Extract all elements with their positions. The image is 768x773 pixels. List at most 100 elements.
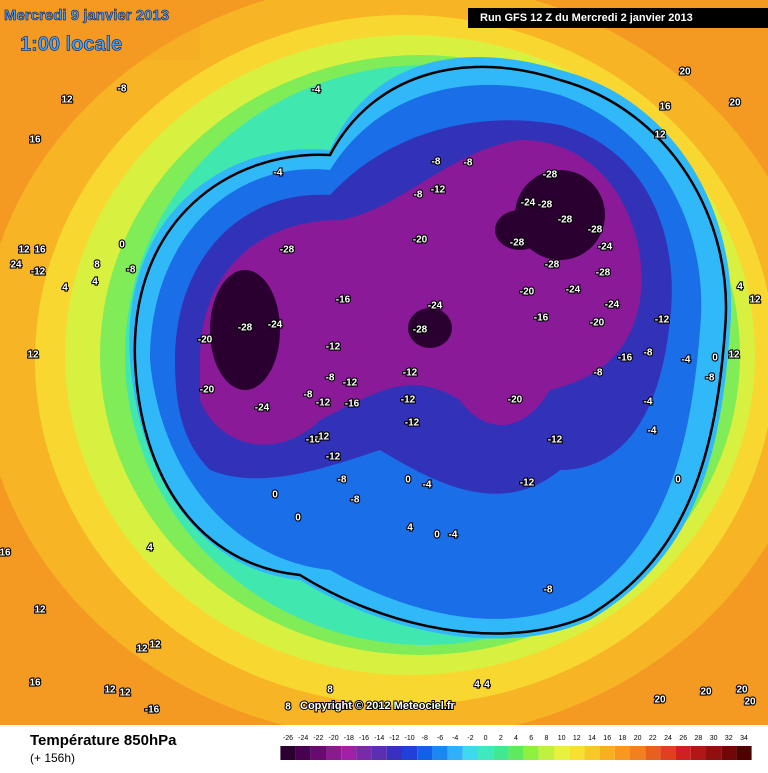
temp-label: -8 — [118, 84, 127, 95]
temp-label: -24 — [255, 403, 270, 414]
temp-label: -24 — [268, 320, 283, 331]
temp-label: -16 — [618, 353, 633, 364]
colorbar-swatch — [630, 746, 646, 760]
temp-label: 20 — [729, 98, 741, 109]
colorbar-swatch — [538, 746, 554, 760]
temp-label: -24 — [428, 301, 443, 312]
temp-label: 4 — [147, 543, 153, 554]
temp-label: 0 — [434, 530, 440, 541]
temp-label: -16 — [534, 313, 549, 324]
colorbar-swatch — [493, 746, 509, 760]
map — [0, 0, 768, 740]
colorbar-swatch — [584, 746, 600, 760]
copyright: Copyright © 2012 Meteociel.fr — [300, 700, 456, 712]
colorbar-swatch — [478, 746, 494, 760]
colorbar-swatch — [660, 746, 676, 760]
temp-label: -8 — [304, 390, 313, 401]
temp-label: -12 — [316, 398, 331, 409]
temp-label: -12 — [431, 185, 446, 196]
temp-label: 0 — [119, 240, 125, 251]
temp-label: -20 — [413, 235, 428, 246]
colorbar-label: -12 — [389, 735, 399, 742]
temp-label: 12 — [27, 350, 39, 361]
colorbar-label: -16 — [359, 735, 369, 742]
colorbar-label: 26 — [679, 735, 687, 742]
colorbar-label: -6 — [437, 735, 443, 742]
date: Mercredi 9 janvier 2013 — [4, 7, 169, 24]
colorbar-swatch — [690, 746, 706, 760]
temp-label: 20 — [736, 685, 748, 696]
temp-label: 4 — [737, 282, 743, 293]
colorbar-label: 20 — [634, 735, 642, 742]
colorbar-label: 12 — [573, 735, 581, 742]
colorbar-swatch — [417, 746, 433, 760]
temp-label: 8 — [285, 702, 291, 713]
temp-label: 0 — [272, 490, 278, 501]
colorbar-label: -8 — [422, 735, 428, 742]
temp-label: 8 — [327, 685, 333, 696]
colorbar-label: -10 — [405, 735, 415, 742]
temp-label: 24 — [10, 260, 22, 271]
temp-label: -28 — [588, 225, 603, 236]
colorbar-label: 24 — [664, 735, 672, 742]
temp-label: -12 — [315, 432, 330, 443]
colorbar-label: -18 — [344, 735, 354, 742]
colorbar-label: 32 — [725, 735, 733, 742]
temp-label: -16 — [306, 435, 321, 446]
temp-label: -20 — [508, 395, 523, 406]
temp-label: -12 — [343, 378, 358, 389]
temp-label: -8 — [351, 495, 360, 506]
temp-label: -20 — [520, 287, 535, 298]
colorbar-swatch — [341, 746, 357, 760]
temp-label: -12 — [326, 342, 341, 353]
temp-label: -24 — [605, 300, 620, 311]
temp-label: -16 — [336, 295, 351, 306]
temp-label: -8 — [464, 158, 473, 169]
colorbar-label: 2 — [499, 735, 503, 742]
colorbar-swatch — [432, 746, 448, 760]
temp-label: 20 — [700, 687, 712, 698]
temp-label: -8 — [594, 368, 603, 379]
temp-label: -4 — [644, 397, 653, 408]
colorbar-swatch — [462, 746, 478, 760]
colorbar-swatch — [356, 746, 372, 760]
temp-label: -8 — [644, 348, 653, 359]
temp-label: -8 — [414, 190, 423, 201]
colorbar-swatch — [736, 746, 752, 760]
temp-label: -8 — [127, 265, 136, 276]
colorbar-swatch — [554, 746, 570, 760]
temp-label: -28 — [538, 200, 553, 211]
temp-label: 12 — [136, 644, 148, 655]
temp-label: -24 — [566, 285, 581, 296]
colorbar-swatch — [326, 746, 342, 760]
temp-label: 12 — [119, 688, 131, 699]
colorbar-label: -14 — [374, 735, 384, 742]
colorbar-swatch — [508, 746, 524, 760]
colorbar-label: -22 — [313, 735, 323, 742]
temp-label: 12 — [104, 685, 116, 696]
run: Run GFS 12 Z du Mercredi 2 janvier 2013 — [480, 12, 693, 24]
temp-label: -28 — [596, 268, 611, 279]
temp-label: -4 — [312, 85, 321, 96]
colorbar-swatch — [447, 746, 463, 760]
temp-label: -4 — [648, 426, 657, 437]
temp-label: -12 — [520, 478, 535, 489]
temp-label: -28 — [510, 238, 525, 249]
colorbar-label: 30 — [710, 735, 718, 742]
colorbar-label: -2 — [467, 735, 473, 742]
temp-label: 16 — [29, 135, 41, 146]
temp-label: 12 — [61, 95, 73, 106]
temp-label: -20 — [198, 335, 213, 346]
temp-label: -4 — [449, 530, 458, 541]
colorbar-swatch — [371, 746, 387, 760]
temp-label: 0 — [712, 353, 718, 364]
temp-label: 16 — [0, 548, 11, 559]
colorbar-swatch — [280, 746, 296, 760]
temp-label: -12 — [31, 267, 46, 278]
colorbar-label: 4 — [514, 735, 518, 742]
temp-label: 4 — [474, 680, 480, 691]
temp-label: -4 — [423, 480, 432, 491]
temp-label: -12 — [401, 395, 416, 406]
temp-label: 20 — [744, 697, 756, 708]
